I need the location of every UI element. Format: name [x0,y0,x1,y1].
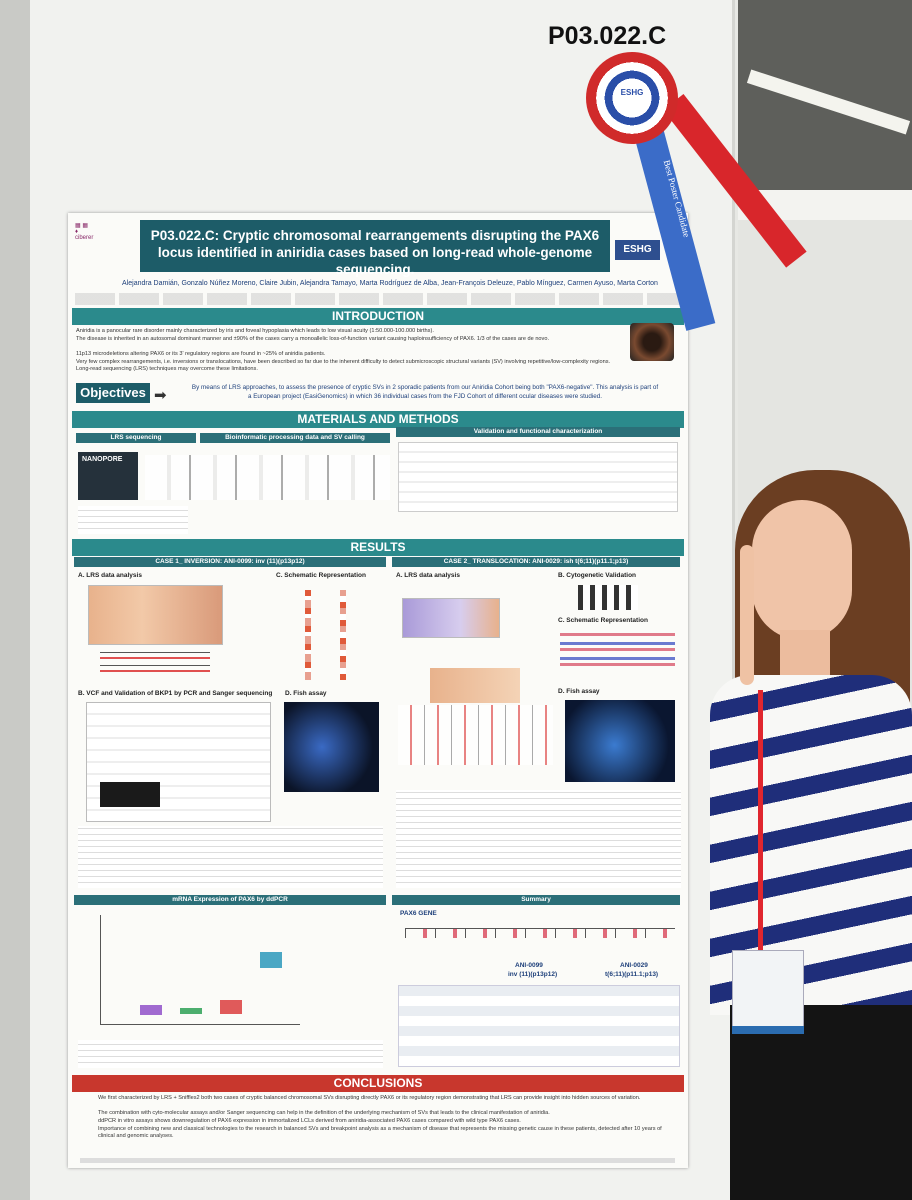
trousers [730,1005,912,1200]
case-heading: CASE 2_ TRANSLOCATION: ANI-0029: ish t(6… [392,557,680,567]
panel-title: B. Cytogenetic Validation [558,572,637,579]
fish-image [284,702,379,792]
face [752,500,852,640]
box [220,1000,242,1014]
badge [732,950,804,1034]
figure [100,648,210,678]
figure-caption [396,790,681,888]
figure [430,668,520,703]
eye-photo [630,323,674,361]
arrow: ➡ [154,387,167,404]
authors: Alejandra Damián, Gonzalo Núñez Moreno, … [122,280,658,287]
board-edge [0,0,30,1200]
method-heading: LRS sequencing [76,433,196,443]
conclusion-bullet: ddPCR in vitro assays shows downregulati… [98,1118,521,1124]
gene-label: PAX6 GENE [400,910,437,917]
schematic [560,632,675,672]
nanopore-image: NANOPORE [78,452,138,500]
box [180,1008,202,1014]
method-heading: Validation and functional characterizati… [396,427,680,437]
eshg-logo: ESHG [615,240,660,260]
chromosome [340,590,346,680]
badge-band [732,1026,804,1034]
figure [402,598,500,638]
intro-bullet: Very few complex rearrangements, i.e. in… [76,359,611,372]
arm [740,545,754,685]
footnote [80,1158,675,1163]
plot [100,915,300,1025]
intro-bullet: The disease is inherited in an autosomal… [76,336,550,342]
section-heading: INTRODUCTION [72,308,684,325]
section-heading: CONCLUSIONS [72,1075,684,1092]
section-heading: RESULTS [72,539,684,556]
locus-diagram [398,705,553,765]
poster-title: P03.022.C: Cryptic chromosomal rearrange… [140,220,610,277]
panel-title: A. LRS data analysis [78,572,142,579]
case-sv: inv (11)(p13p12) [508,971,558,978]
panel-title: B. VCF and Validation of BKP1 by PCR and… [78,690,273,697]
panel-heading: mRNA Expression of PAX6 by ddPCR [74,895,386,905]
case-heading: CASE 1_ INVERSION: ANI-0099: inv (11)(p1… [74,557,386,567]
method-heading: Bioinformatic processing data and SV cal… [200,433,390,443]
chromosome [305,590,311,680]
figure-caption [78,826,383,888]
case-id: ANI-0029 [620,962,648,969]
figure [88,585,223,645]
fish-image [565,700,675,782]
panel-title: A. LRS data analysis [396,572,460,579]
panel-heading: Summary [392,895,680,905]
summary-table [398,985,680,1067]
board-label: P03.022.C [548,22,667,50]
lrs-notes [78,506,188,534]
gel-image [100,782,160,807]
conclusion-bullet: We first characterized by LRS + Sniffles… [98,1095,641,1101]
intro-bullet: Aniridia is a panocular rare disorder ma… [76,328,434,334]
panel-title: C. Schematic Representation [276,572,366,579]
case-sv: t(6;11)(p11.1;p13) [605,971,659,978]
conclusion-bullet: Importance of combining new and classica… [98,1126,662,1139]
box [140,1005,162,1015]
affiliations [75,293,680,305]
karyotype [578,585,638,610]
lanyard [758,690,763,950]
rosette [586,52,678,144]
panel-title: C. Schematic Representation [558,617,648,624]
gene-map [405,928,675,938]
panel-title: D. Fish assay [285,690,327,697]
intro-bullet: 11p13 microdeletions altering PAX6 or it… [76,351,326,357]
validation-diagram [398,442,678,512]
case-id: ANI-0099 [515,962,543,969]
objectives-text: By means of LRS approaches, to assess th… [191,384,659,400]
institution-logos: ▦ ▦ ♦ ciberer [75,223,94,241]
rosette-badge: ESHG [620,88,644,97]
figure-caption [78,1040,383,1068]
conclusion-bullet: The combination with cyto-molecular assa… [98,1110,550,1116]
panel-title: D. Fish assay [558,688,600,695]
section-heading: MATERIALS AND METHODS [72,411,684,428]
objectives-label: Objectives [76,383,150,403]
box [260,952,282,968]
pipeline-diagram [145,455,390,500]
